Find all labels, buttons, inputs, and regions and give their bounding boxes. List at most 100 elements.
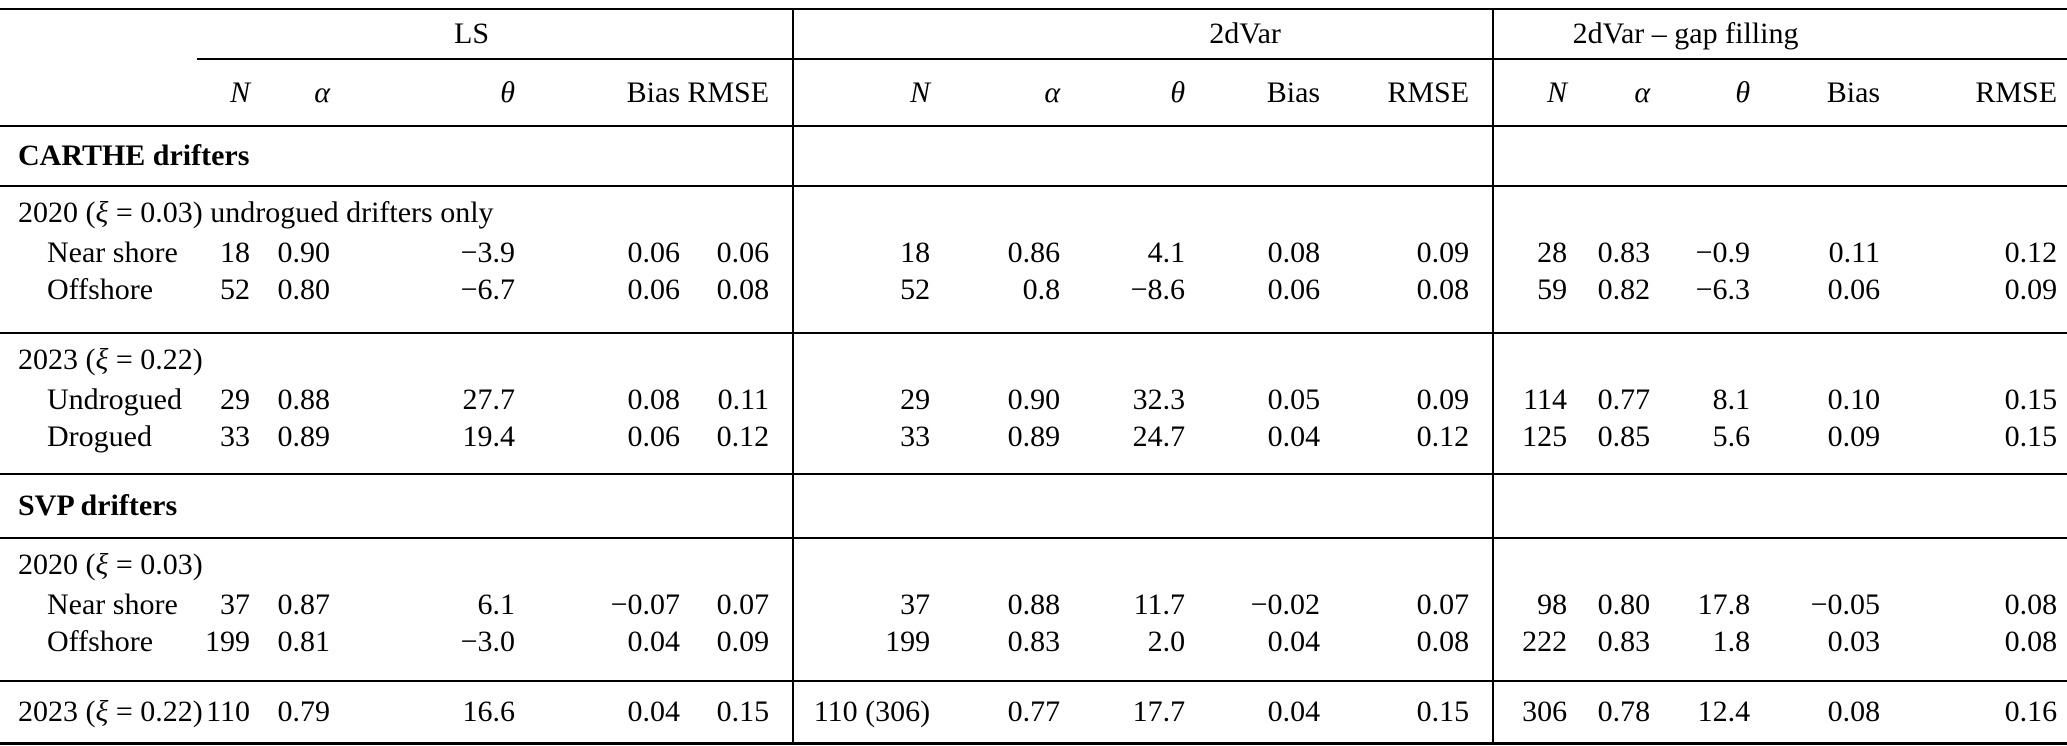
value-cell: 0.88 <box>1007 587 1061 621</box>
value-cell: 0.06 <box>627 420 681 453</box>
value-cell: 0.06 <box>1827 273 1881 306</box>
empty-cell <box>1492 333 2067 381</box>
block-carthe-2020: 2020 (ξ = 0.03) undrogued drifters only … <box>0 186 2067 333</box>
value-cell: 0.04 <box>1267 625 1321 658</box>
group-header-row: LS 2dVar 2dVar – gap filling <box>0 9 2067 60</box>
value-cell: 0.08 <box>627 382 681 416</box>
label-text: = 0.03) <box>108 548 203 581</box>
value-cell: 0.8 <box>1022 273 1061 306</box>
subsection-label: 2023 (ξ = 0.22) <box>0 333 793 381</box>
value-cell: 2.0 <box>1147 625 1186 658</box>
col-header-n: N <box>229 75 250 109</box>
value-cell: 0.85 <box>1597 420 1651 453</box>
col-header-alpha: α <box>1634 75 1651 109</box>
value-cell: 306 <box>1492 681 1568 743</box>
value-cell: 32.3 <box>1132 382 1186 416</box>
value-cell: 0.08 <box>1416 273 1470 306</box>
value-cell: 0.05 <box>1267 382 1321 416</box>
value-cell: 52 <box>792 271 931 333</box>
value-cell: 1.8 <box>1712 625 1751 658</box>
row-label: Offshore <box>47 625 154 658</box>
value-cell: 0.87 <box>277 587 331 621</box>
col-header-theta: θ <box>1170 75 1186 109</box>
value-cell: 27.7 <box>462 382 516 416</box>
row-label: Undrogued <box>47 382 182 416</box>
label-text: 2023 ( <box>18 694 96 728</box>
value-cell: −8.6 <box>1130 273 1186 306</box>
col-header-bias: Bias <box>626 75 680 109</box>
value-cell: 0.79 <box>277 694 331 728</box>
value-cell: 0.07 <box>1416 587 1470 621</box>
label-text: 2023 ( <box>18 343 96 376</box>
section-heading-row: SVP drifters <box>0 474 2067 538</box>
value-cell: 0.10 <box>1827 382 1881 416</box>
value-cell: 0.15 <box>2004 420 2058 453</box>
value-cell: 59 <box>1492 271 1568 333</box>
value-cell: 4.1 <box>1147 235 1186 269</box>
value-cell: −6.3 <box>1695 273 1751 306</box>
value-cell: −0.07 <box>610 587 680 621</box>
section-heading-svp: SVP drifters <box>0 474 2067 538</box>
corner-cell <box>0 9 197 59</box>
value-cell: 0.04 <box>627 694 681 728</box>
value-cell: 110 <box>206 694 250 728</box>
value-cell: −3.0 <box>460 625 515 658</box>
xi-symbol: ξ <box>95 343 109 376</box>
value-cell: 12.4 <box>1697 694 1751 728</box>
row-label: Near shore <box>47 587 178 621</box>
table-row: Undrogued 29 0.88 27.7 0.08 0.11 29 0.90… <box>0 381 2067 418</box>
table-row: Drogued 33 0.89 19.4 0.06 0.12 33 0.89 2… <box>0 418 2067 474</box>
group-header-ls: LS <box>197 9 794 60</box>
value-cell: 37 <box>792 586 931 623</box>
col-header-n: N <box>1492 59 1568 126</box>
value-cell: 0.09 <box>2004 273 2058 306</box>
value-cell: 0.08 <box>2004 587 2058 621</box>
value-cell: 0.90 <box>277 235 331 269</box>
value-cell: 114 <box>1492 381 1568 418</box>
row-label: Near shore <box>47 235 178 269</box>
value-cell: 0.11 <box>717 382 770 416</box>
value-cell: 98 <box>1492 586 1568 623</box>
value-cell: 0.81 <box>277 625 331 658</box>
value-cell: 0.08 <box>1267 235 1321 269</box>
empty-cell <box>1492 538 2067 586</box>
col-header-alpha: α <box>1044 75 1061 109</box>
value-cell: 0.08 <box>716 273 770 306</box>
value-cell: 24.7 <box>1132 420 1186 453</box>
label-text: 2020 ( <box>18 196 96 229</box>
empty-cell <box>792 126 1494 186</box>
value-cell: −3.9 <box>460 235 515 269</box>
value-cell: 0.15 <box>1416 694 1470 728</box>
col-header-rmse: RMSE <box>1387 75 1470 109</box>
value-cell: 0.86 <box>1007 235 1061 269</box>
value-cell: 0.09 <box>1827 420 1881 453</box>
label-text: = 0.03) undrogued drifters only <box>108 196 494 229</box>
value-cell: 0.89 <box>277 420 331 453</box>
value-cell: 222 <box>1492 623 1568 681</box>
value-cell: 6.1 <box>477 587 516 621</box>
empty-cell <box>1492 126 2067 186</box>
empty-cell <box>792 538 1494 586</box>
value-cell: 17.7 <box>1132 694 1186 728</box>
value-cell: 0.15 <box>716 694 770 728</box>
value-cell: 0.83 <box>1597 625 1651 658</box>
value-cell: 0.83 <box>1007 625 1061 658</box>
value-cell: 0.12 <box>716 420 770 453</box>
empty-cell <box>792 474 1494 538</box>
value-cell: 52 <box>220 273 250 306</box>
value-cell: −0.02 <box>1250 587 1321 621</box>
empty-cell <box>1492 186 2067 234</box>
value-cell: 17.8 <box>1697 587 1751 621</box>
value-cell: 0.04 <box>627 625 681 658</box>
value-cell: 29 <box>792 381 931 418</box>
label-text: 2020 ( <box>18 548 96 581</box>
value-cell: 5.6 <box>1712 420 1751 453</box>
value-cell: 0.08 <box>2004 625 2058 658</box>
value-cell: 0.07 <box>716 587 770 621</box>
value-cell: 0.78 <box>1597 694 1651 728</box>
value-cell: 0.12 <box>2004 235 2058 269</box>
value-cell: 199 <box>205 625 250 658</box>
table-row: Offshore 52 0.80 −6.7 0.06 0.08 52 0.8 −… <box>0 271 2067 333</box>
subsection-label: 2020 (ξ = 0.03) undrogued drifters only <box>0 186 793 234</box>
